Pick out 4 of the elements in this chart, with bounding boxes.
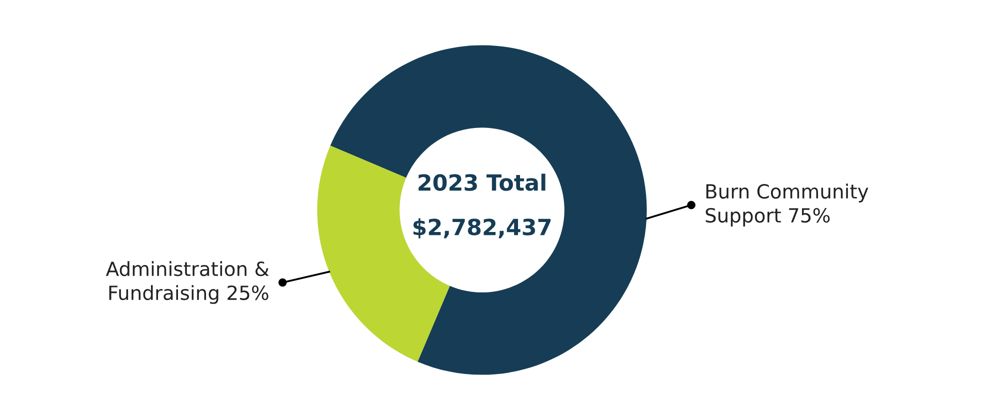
text: $2,782,437 <box>413 218 551 238</box>
text: 2023 Total <box>418 174 546 191</box>
slice-label: Administration & Fundraising 25% <box>106 261 269 304</box>
slice-label: Burn Community Support 75% <box>706 184 868 226</box>
